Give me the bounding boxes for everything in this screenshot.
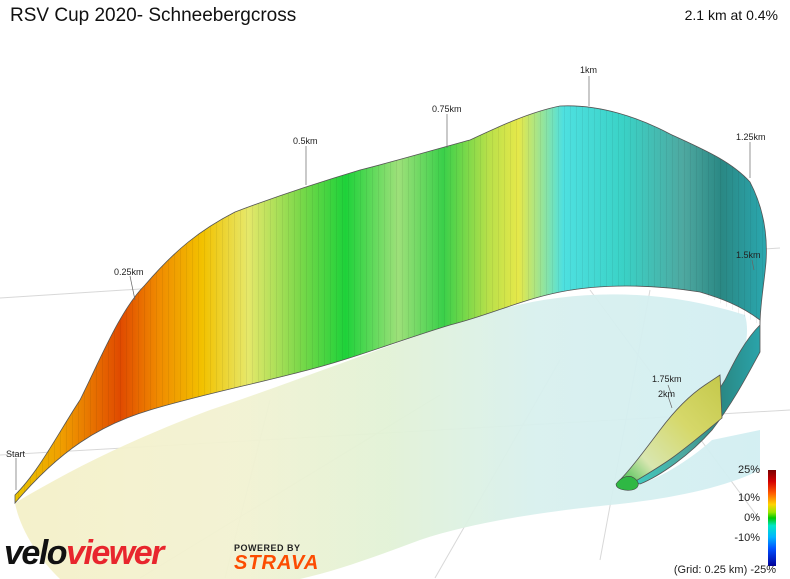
legend-label-neg25: -25% — [750, 564, 776, 576]
legend-label-neg10: -10% — [734, 532, 760, 544]
km-label-1-75: 1.75km — [652, 374, 682, 384]
km-label-0-5: 0.5km — [293, 136, 318, 146]
gradient-legend: 25% 10% 0% -10% — [696, 464, 776, 576]
km-label-1-5: 1.5km — [736, 250, 761, 260]
km-label-1: 1km — [580, 65, 597, 75]
gradient-color-bar — [768, 470, 776, 566]
km-label-start: Start — [6, 449, 26, 459]
powered-by-text: POWERED BY — [234, 543, 301, 553]
km-label-0-25: 0.25km — [114, 267, 144, 277]
page-title: RSV Cup 2020- Schneebergcross — [10, 5, 297, 26]
route-stats: 2.1 km at 0.4% — [684, 7, 778, 23]
logo-part-velo: velo — [4, 534, 68, 572]
legend-label-10: 10% — [737, 492, 760, 504]
elevation-wall-tail — [617, 374, 723, 487]
km-label-0-75: 0.75km — [432, 104, 462, 114]
km-label-2: 2km — [658, 389, 675, 399]
legend-label-25: 25% — [737, 464, 760, 476]
route-floor — [15, 294, 760, 579]
logo-part-viewer: viewer — [66, 534, 164, 572]
km-label-1-25: 1.25km — [736, 132, 766, 142]
legend-label-0: 0% — [744, 512, 760, 524]
grid-note-text: (Grid: 0.25 km) — [673, 564, 748, 576]
grid-note: (Grid: 0.25 km) -25% — [674, 564, 776, 576]
km-markers — [15, 76, 755, 490]
strava-logo[interactable]: STRAVA — [234, 552, 320, 574]
